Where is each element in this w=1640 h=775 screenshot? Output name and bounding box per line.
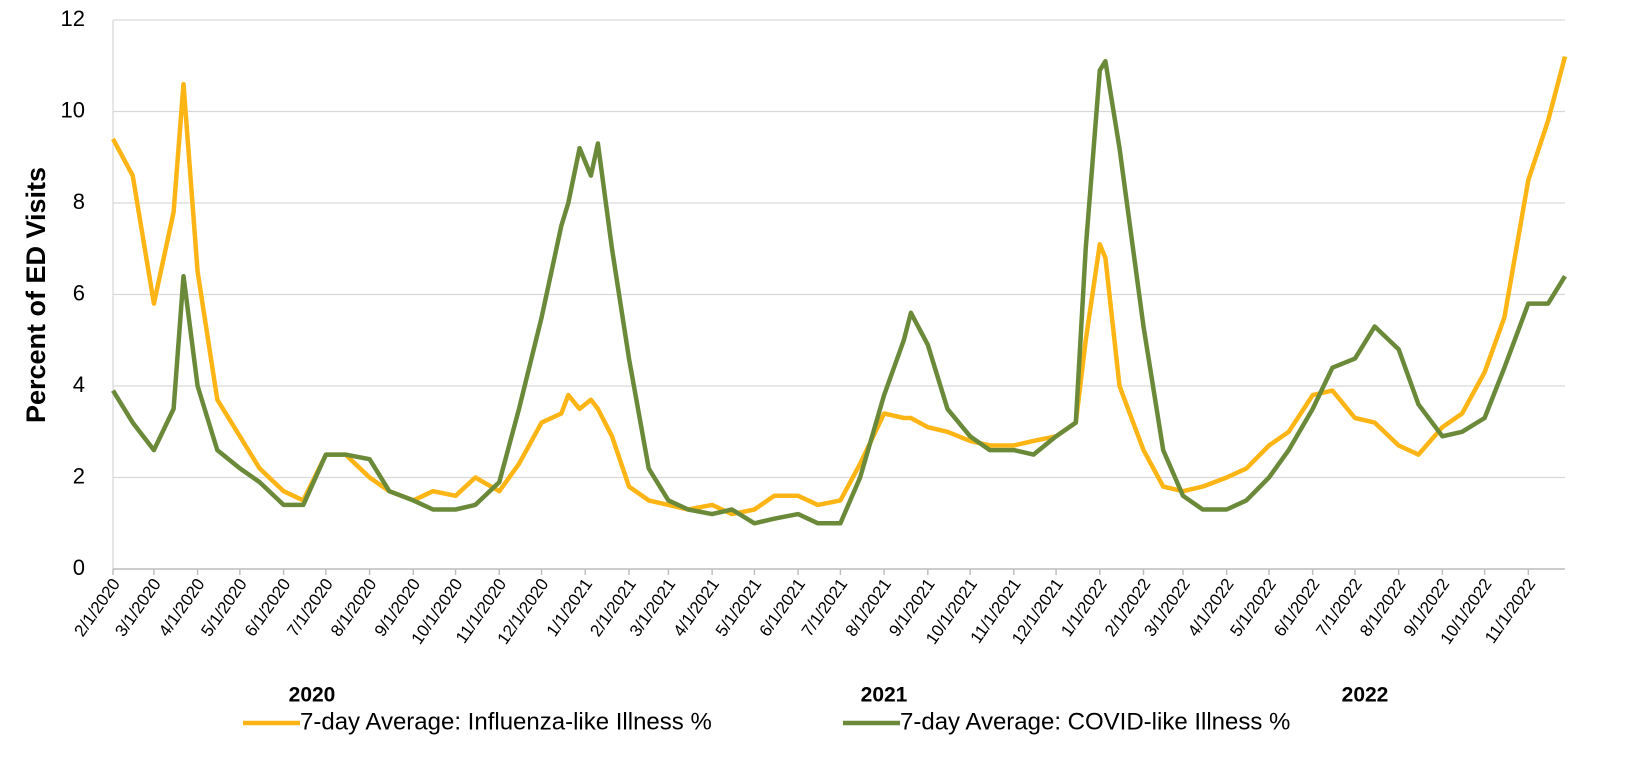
- year-label: 2021: [861, 684, 908, 707]
- y-axis-label: Percent of ED Visits: [21, 167, 51, 423]
- y-tick-label: 8: [73, 189, 85, 214]
- y-tick-label: 10: [61, 97, 85, 122]
- y-tick-label: 6: [73, 280, 85, 305]
- year-label: 2022: [1342, 684, 1389, 707]
- y-tick-label: 12: [61, 6, 85, 31]
- y-tick-label: 0: [73, 555, 85, 580]
- legend-label: 7-day Average: Influenza-like Illness %: [300, 708, 712, 735]
- year-label: 2020: [289, 684, 336, 707]
- series-line: [111, 58, 1567, 526]
- legend-label: 7-day Average: COVID-like Illness %: [900, 708, 1290, 735]
- y-tick-label: 4: [73, 372, 85, 397]
- y-tick-label: 2: [73, 463, 85, 488]
- series-line: [111, 56, 1568, 517]
